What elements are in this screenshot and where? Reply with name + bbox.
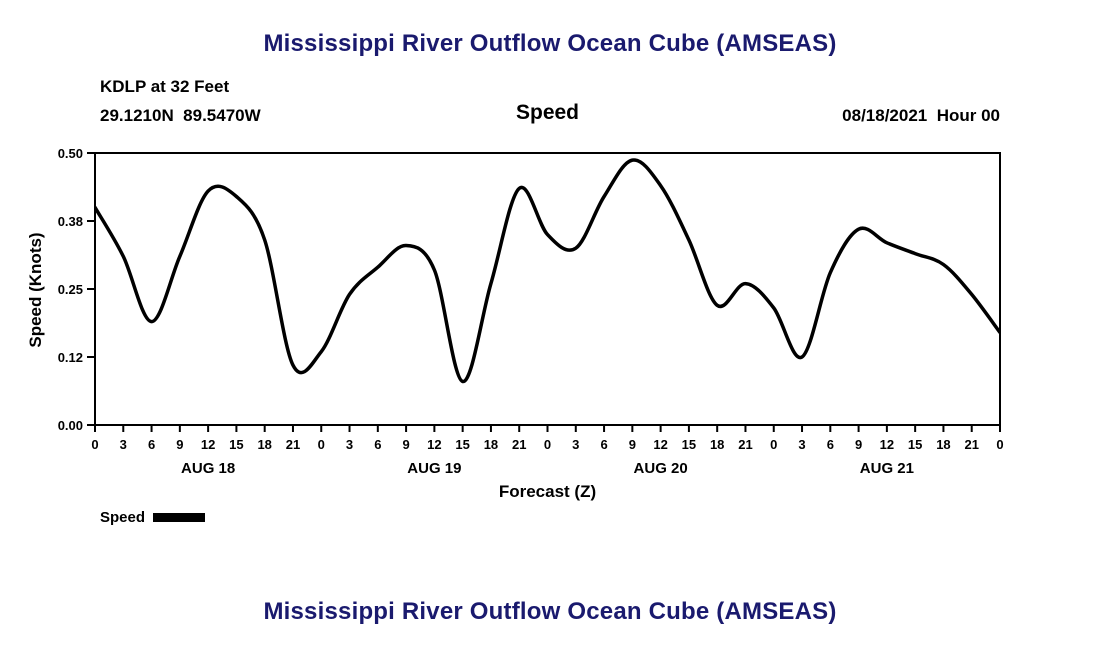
x-axis-title: Forecast (Z): [498, 482, 597, 501]
x-tick-label: 15: [229, 437, 243, 452]
speed-curve: [95, 158, 1000, 384]
datetime-label: 08/18/2021 Hour 00: [842, 106, 1000, 125]
legend: Speed: [100, 509, 206, 526]
x-tick-label: 21: [286, 437, 300, 452]
x-tick-label: 21: [738, 437, 752, 452]
x-tick-label: 3: [798, 437, 805, 452]
x-tick-label: 18: [936, 437, 950, 452]
x-tick-label: 15: [908, 437, 922, 452]
x-tick-label: 9: [402, 437, 409, 452]
x-tick-label: 3: [346, 437, 353, 452]
x-tick-label: 0: [996, 437, 1003, 452]
plot-title: Speed: [515, 101, 580, 124]
x-tick-label: 18: [710, 437, 724, 452]
x-tick-label: 12: [427, 437, 441, 452]
coordinates-label: 29.1210N 89.5470W: [100, 106, 261, 125]
x-tick-label: 3: [572, 437, 579, 452]
x-tick-label: 0: [544, 437, 551, 452]
x-tick-label: 21: [964, 437, 978, 452]
x-tick-label: 0: [318, 437, 325, 452]
x-tick-label: 0: [770, 437, 777, 452]
day-label: AUG 18: [181, 460, 235, 477]
day-label: AUG 20: [634, 460, 688, 477]
x-tick-label: 15: [682, 437, 696, 452]
x-tick-label: 9: [176, 437, 183, 452]
day-label: AUG 19: [407, 460, 461, 477]
x-tick-label: 6: [148, 437, 155, 452]
y-tick-label: 0.50: [58, 146, 83, 161]
x-tick-label: 6: [827, 437, 834, 452]
x-tick-label: 12: [653, 437, 667, 452]
x-tick-label: 18: [257, 437, 271, 452]
x-tick-label: 15: [455, 437, 469, 452]
legend-label: Speed: [100, 509, 146, 526]
page-title-bottom: Mississippi River Outflow Ocean Cube (AM…: [263, 598, 837, 625]
day-label: AUG 21: [860, 460, 914, 477]
x-tick-label: 6: [374, 437, 381, 452]
y-tick-label: 0.12: [58, 350, 83, 365]
station-label: KDLP at 32 Feet: [100, 77, 230, 96]
x-tick-label: 12: [880, 437, 894, 452]
y-tick-label: 0.00: [58, 418, 83, 433]
x-tick-label: 6: [600, 437, 607, 452]
y-tick-label: 0.25: [58, 282, 83, 297]
x-tick-label: 3: [120, 437, 127, 452]
x-tick-label: 9: [855, 437, 862, 452]
x-tick-label: 18: [484, 437, 498, 452]
x-tick-label: 0: [91, 437, 98, 452]
x-tick-label: 9: [629, 437, 636, 452]
x-tick-label: 21: [512, 437, 526, 452]
page-title-top: Mississippi River Outflow Ocean Cube (AM…: [263, 30, 837, 57]
legend-line-swatch: [153, 512, 206, 522]
x-tick-label: 12: [201, 437, 215, 452]
y-tick-label: 0.38: [58, 214, 83, 229]
